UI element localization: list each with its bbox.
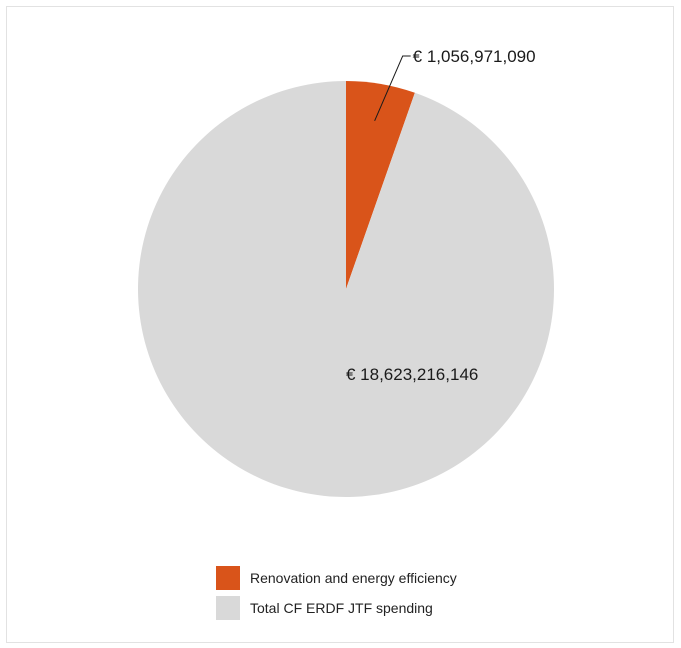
pie-slice-1[interactable] xyxy=(138,81,554,498)
leader-line-renovation xyxy=(374,55,411,122)
legend-label-renovation: Renovation and energy efficiency xyxy=(250,570,457,586)
data-label-total: € 18,623,216,146 xyxy=(346,365,478,384)
legend-label-total: Total CF ERDF JTF spending xyxy=(250,600,433,616)
legend: Renovation and energy efficiency Total C… xyxy=(216,566,457,626)
legend-item-total[interactable]: Total CF ERDF JTF spending xyxy=(216,596,457,620)
legend-swatch-renovation xyxy=(216,566,240,590)
pie-slice-0[interactable] xyxy=(346,81,415,289)
legend-item-renovation[interactable]: Renovation and energy efficiency xyxy=(216,566,457,590)
data-label-renovation: € 1,056,971,090 xyxy=(413,47,536,66)
chart-frame xyxy=(6,6,674,643)
legend-swatch-total xyxy=(216,596,240,620)
